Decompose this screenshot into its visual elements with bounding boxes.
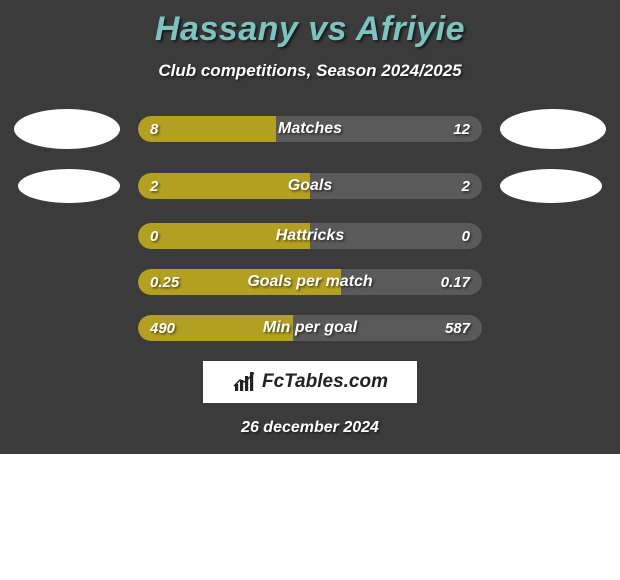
- page-title: Hassany vs Afriyie: [0, 10, 620, 49]
- stat-row: 0Hattricks0: [0, 223, 620, 249]
- player-left-avatar: [18, 169, 120, 203]
- stat-row: 0.25Goals per match0.17: [0, 269, 620, 295]
- stat-value-right: 587: [445, 315, 470, 341]
- avatar-spacer: [14, 223, 120, 249]
- avatar-spacer: [500, 315, 606, 341]
- stat-bar: 0.25Goals per match0.17: [138, 269, 482, 295]
- stat-value-right: 0: [462, 223, 470, 249]
- stat-value-right: 0.17: [441, 269, 470, 295]
- date-text: 26 december 2024: [0, 419, 620, 437]
- stats-rows: 8Matches12 2Goals2 0Hattricks0 0.25Goals pe…: [0, 109, 620, 341]
- avatar-spacer: [500, 223, 606, 249]
- stat-bar: 2Goals2: [138, 173, 482, 199]
- stat-row: 490Min per goal587: [0, 315, 620, 341]
- comparison-card: Hassany vs Afriyie Club competitions, Se…: [0, 0, 620, 454]
- stat-bar: 8Matches12: [138, 116, 482, 142]
- chart-icon: [232, 370, 258, 394]
- stat-row: 8Matches12: [0, 109, 620, 149]
- player-right-avatar: [500, 169, 602, 203]
- stat-bar: 0Hattricks0: [138, 223, 482, 249]
- player-left-avatar: [14, 109, 120, 149]
- stat-label: Goals per match: [138, 269, 482, 295]
- avatar-spacer: [500, 269, 606, 295]
- stat-bar: 490Min per goal587: [138, 315, 482, 341]
- stat-label: Hattricks: [138, 223, 482, 249]
- brand-badge[interactable]: FcTables.com: [203, 361, 417, 403]
- subtitle: Club competitions, Season 2024/2025: [0, 61, 620, 81]
- stat-value-right: 12: [453, 116, 470, 142]
- stat-row: 2Goals2: [0, 169, 620, 203]
- brand-text: FcTables.com: [262, 371, 388, 393]
- avatar-spacer: [14, 269, 120, 295]
- avatar-spacer: [14, 315, 120, 341]
- stat-label: Goals: [138, 173, 482, 199]
- stat-label: Min per goal: [138, 315, 482, 341]
- stat-label: Matches: [138, 116, 482, 142]
- stat-value-right: 2: [462, 173, 470, 199]
- player-right-avatar: [500, 109, 606, 149]
